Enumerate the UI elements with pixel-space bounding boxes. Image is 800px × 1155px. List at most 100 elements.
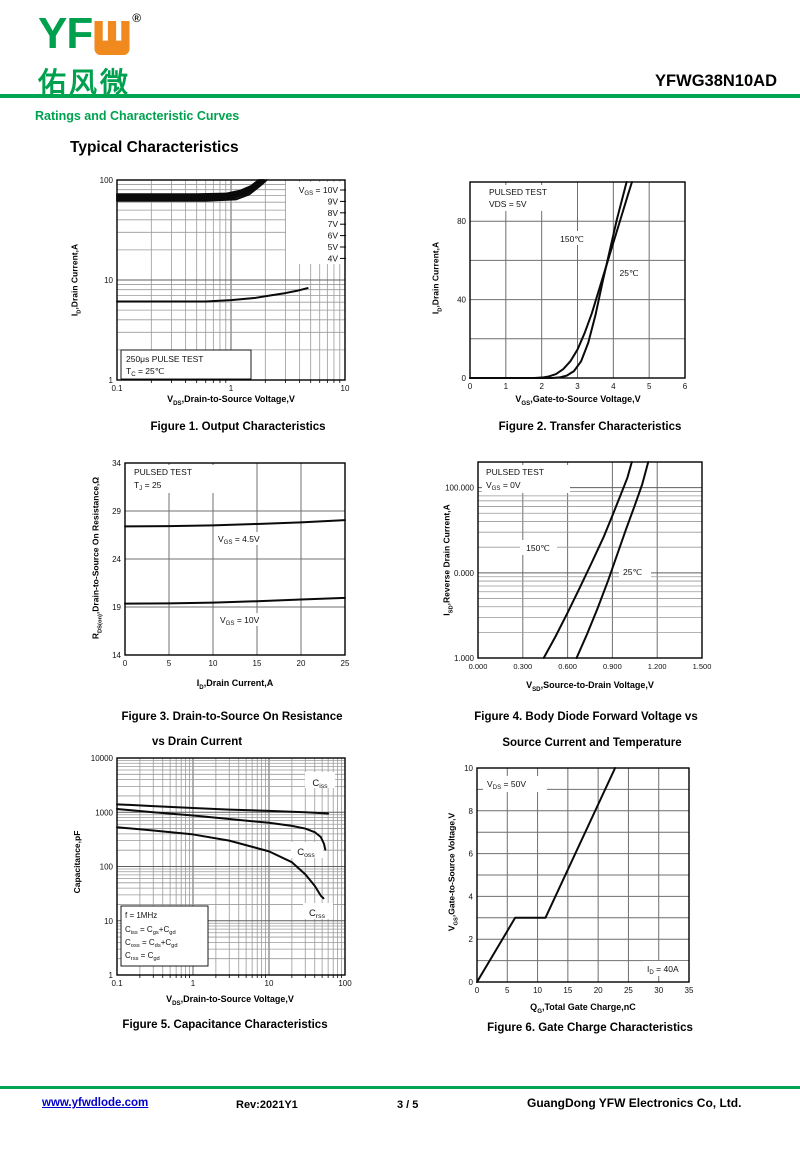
svg-text:10000: 10000 — [91, 754, 114, 763]
svg-text:100: 100 — [100, 176, 114, 185]
svg-text:100: 100 — [100, 863, 114, 872]
figure2-x-axis-label: VGS,Gate-to-Source Voltage,V — [515, 394, 641, 407]
svg-text:10: 10 — [209, 659, 218, 668]
svg-text:80: 80 — [457, 217, 466, 226]
svg-text:34: 34 — [112, 459, 121, 468]
svg-text:PULSED TEST: PULSED TEST — [486, 467, 544, 477]
svg-text:VDS = 50V: VDS = 50V — [487, 779, 526, 791]
svg-text:30: 30 — [654, 986, 663, 995]
footer-divider — [0, 1086, 800, 1089]
svg-text:6V: 6V — [328, 231, 339, 241]
svg-text:1.200: 1.200 — [648, 662, 667, 671]
svg-text:Ciss = Cgs+Cgd: Ciss = Cgs+Cgd — [125, 925, 176, 936]
company-logo: YF ® 佑风微 — [38, 12, 141, 101]
svg-text:25: 25 — [624, 986, 633, 995]
figure3-caption-line2: vs Drain Current — [151, 736, 243, 748]
svg-text:0: 0 — [475, 986, 480, 995]
svg-text:0: 0 — [123, 659, 128, 668]
svg-text:1: 1 — [109, 376, 114, 385]
figure2-transfer-characteristics-chart: PULSED TEST VDS = 5V 150℃ 25℃ 0 1 2 3 4 5 6 0 40 80 — [457, 181, 688, 391]
svg-text:15: 15 — [253, 659, 262, 668]
svg-text:8: 8 — [469, 807, 474, 816]
svg-text:10: 10 — [464, 764, 473, 773]
figure3-x-axis-label: ID,Drain Current,A — [196, 678, 274, 691]
logo-chinese-text: 佑风微 — [38, 67, 132, 98]
svg-text:PULSED TEST: PULSED TEST — [489, 187, 547, 197]
figure6-y-axis-label: VGS,Gate-to-Source Voltage,V — [446, 812, 460, 932]
svg-text:TJ = 25: TJ = 25 — [134, 480, 162, 492]
svg-text:29: 29 — [112, 507, 121, 516]
svg-text:0.000: 0.000 — [454, 569, 475, 578]
figure2-y-axis-label: ID,Drain Current,A — [430, 241, 444, 315]
svg-text:f = 1MHz: f = 1MHz — [125, 911, 157, 920]
company-name: GuangDong YFW Electronics Co, Ltd. — [527, 1096, 742, 1110]
website-link[interactable]: www.yfwdlode.com — [42, 1097, 149, 1109]
svg-text:5: 5 — [167, 659, 172, 668]
logo-yf-text: YF — [38, 9, 93, 58]
svg-text:4: 4 — [611, 382, 616, 391]
svg-text:1000: 1000 — [95, 808, 113, 817]
svg-text:0: 0 — [468, 382, 473, 391]
figure4-x-axis-label: VSD,Source-to-Drain Voltage,V — [526, 680, 654, 693]
svg-text:40: 40 — [457, 296, 466, 305]
svg-text:Coss = Cds+Cgd: Coss = Cds+Cgd — [125, 938, 178, 949]
svg-text:150℃: 150℃ — [560, 234, 584, 244]
figure1-caption: Figure 1. Output Characteristics — [150, 421, 326, 433]
svg-text:4V: 4V — [328, 253, 339, 263]
svg-text:2: 2 — [539, 382, 544, 391]
svg-text:VGS = 4.5V: VGS = 4.5V — [218, 534, 260, 546]
svg-text:6: 6 — [469, 850, 474, 859]
svg-text:1.500: 1.500 — [693, 662, 712, 671]
svg-text:25: 25 — [341, 659, 350, 668]
figure4-caption-line2: Source Current and Temperature — [502, 737, 682, 749]
svg-text:Crss = Cgd: Crss = Cgd — [125, 951, 160, 962]
figure4-caption-line1: Figure 4. Body Diode Forward Voltage vs — [474, 711, 698, 723]
svg-text:TC = 25℃: TC = 25℃ — [126, 366, 165, 378]
page-number: 3 / 5 — [397, 1099, 419, 1111]
svg-text:20: 20 — [594, 986, 603, 995]
svg-text:19: 19 — [112, 603, 121, 612]
svg-text:1.000: 1.000 — [454, 654, 475, 663]
svg-text:10: 10 — [533, 986, 542, 995]
logo-w-icon — [94, 21, 130, 59]
svg-text:0.900: 0.900 — [603, 662, 622, 671]
svg-text:2: 2 — [469, 935, 474, 944]
svg-text:4: 4 — [469, 892, 474, 901]
svg-text:VGS = 10V: VGS = 10V — [220, 615, 260, 627]
figure2-caption: Figure 2. Transfer Characteristics — [498, 421, 682, 433]
figure6-gate-charge-chart: VDS = 50V ID = 40A 0 5 10 15 20 25 30 35 0 2 4 6 8 10 — [464, 764, 694, 995]
svg-text:0.000: 0.000 — [469, 662, 488, 671]
svg-text:5V: 5V — [328, 242, 339, 252]
figure3-caption-line1: Figure 3. Drain-to-Source On Resistance — [121, 711, 343, 723]
figure1-y-axis-label: ID,Drain Current,A — [69, 243, 83, 317]
svg-text:0.1: 0.1 — [111, 979, 123, 988]
svg-text:10: 10 — [265, 979, 274, 988]
svg-text:25℃: 25℃ — [619, 268, 638, 278]
svg-text:Ciss: Ciss — [312, 778, 328, 790]
svg-text:VDS = 5V: VDS = 5V — [489, 199, 527, 209]
svg-text:0.300: 0.300 — [513, 662, 532, 671]
svg-text:0.1: 0.1 — [111, 384, 123, 393]
figure6-x-axis-label: QG,Total Gate Charge,nC — [530, 1002, 636, 1015]
svg-text:VGS = 0V: VGS = 0V — [486, 480, 521, 492]
svg-text:1: 1 — [109, 971, 114, 980]
svg-text:20: 20 — [297, 659, 306, 668]
svg-text:0: 0 — [469, 978, 474, 987]
svg-text:14: 14 — [112, 651, 121, 660]
svg-text:0: 0 — [462, 374, 467, 383]
svg-text:Coss: Coss — [297, 847, 315, 859]
svg-text:15: 15 — [563, 986, 572, 995]
svg-text:9V: 9V — [328, 196, 339, 206]
figure5-capacitance-chart: f = 1MHz Ciss = Cgs+Cgd Coss = Cds+Cgd Crss… — [91, 754, 352, 988]
svg-text:VGS = 10V: VGS = 10V — [299, 185, 339, 197]
figure5-x-axis-label: VDS,Drain-to-Source Voltage,V — [166, 994, 294, 1007]
svg-text:35: 35 — [685, 986, 694, 995]
header-divider — [0, 94, 800, 98]
svg-text:1: 1 — [504, 382, 509, 391]
svg-text:6: 6 — [683, 382, 688, 391]
svg-text:5: 5 — [647, 382, 652, 391]
figure4-body-diode-chart: PULSED TEST VGS = 0V 150℃ 25℃ 0.000 0.300 0.60… — [445, 461, 712, 671]
section-title: Ratings and Characteristic Curves — [35, 109, 240, 123]
